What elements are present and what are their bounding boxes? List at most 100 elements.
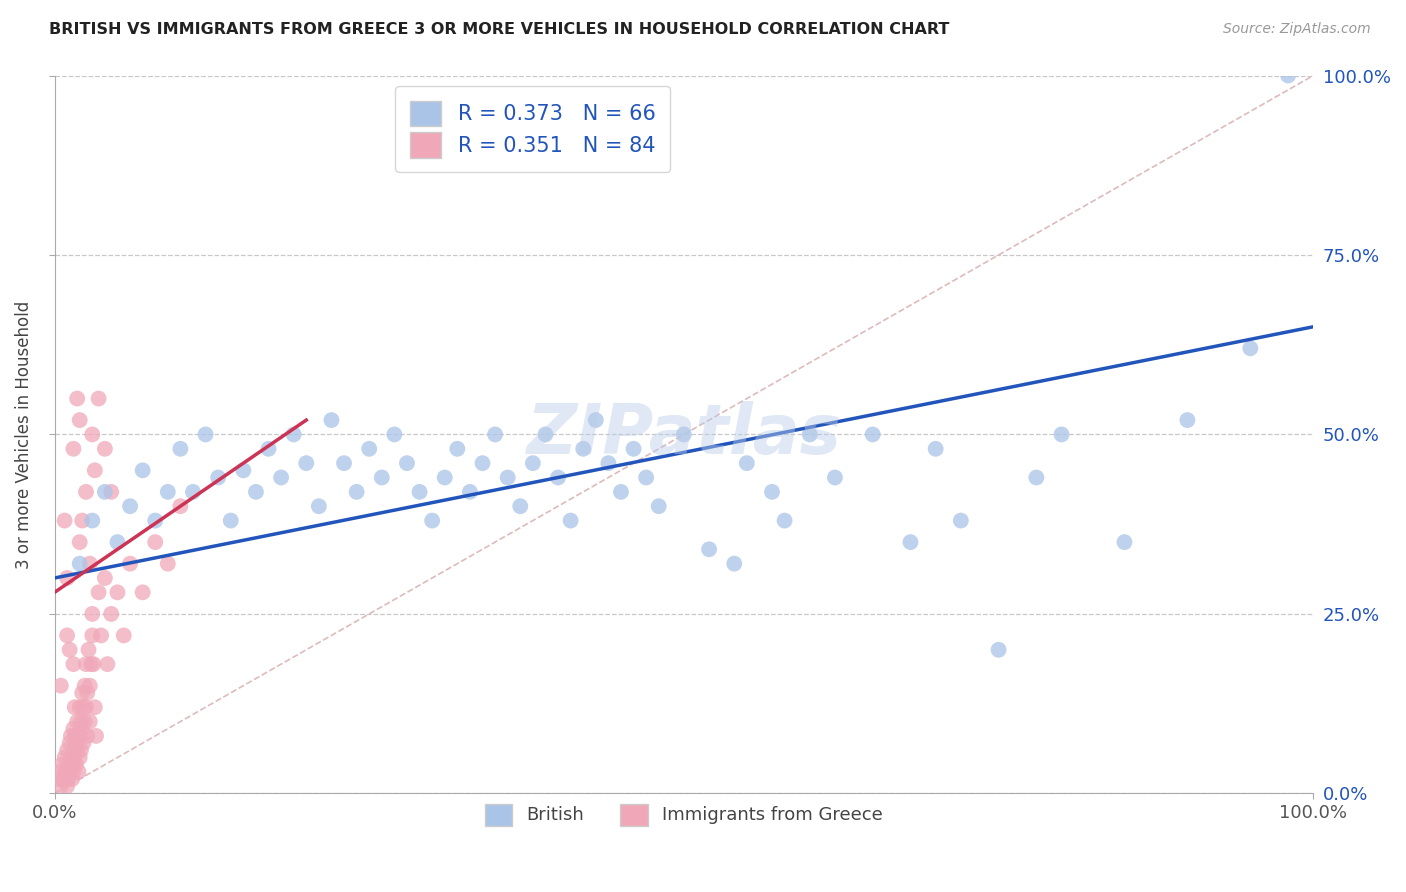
Point	[96, 657, 118, 672]
Y-axis label: 3 or more Vehicles in Household: 3 or more Vehicles in Household	[15, 301, 32, 568]
Text: BRITISH VS IMMIGRANTS FROM GREECE 3 OR MORE VEHICLES IN HOUSEHOLD CORRELATION CH: BRITISH VS IMMIGRANTS FROM GREECE 3 OR M…	[49, 22, 949, 37]
Point	[84, 729, 107, 743]
Point	[484, 427, 506, 442]
Point	[72, 736, 94, 750]
Point	[94, 442, 117, 456]
Point	[509, 500, 531, 514]
Point	[62, 657, 84, 672]
Point	[70, 686, 93, 700]
Point	[207, 470, 229, 484]
Point	[65, 736, 87, 750]
Point	[107, 585, 129, 599]
Point	[51, 757, 73, 772]
Point	[1050, 427, 1073, 442]
Point	[181, 484, 204, 499]
Point	[156, 557, 179, 571]
Point	[49, 679, 72, 693]
Point	[79, 714, 101, 729]
Point	[62, 764, 84, 779]
Point	[90, 628, 112, 642]
Point	[83, 657, 105, 672]
Point	[69, 700, 91, 714]
Point	[371, 470, 394, 484]
Point	[395, 456, 418, 470]
Point	[66, 743, 89, 757]
Point	[56, 628, 79, 642]
Point	[75, 484, 97, 499]
Point	[257, 442, 280, 456]
Point	[66, 392, 89, 406]
Point	[79, 679, 101, 693]
Point	[359, 442, 381, 456]
Point	[1114, 535, 1136, 549]
Point	[56, 743, 79, 757]
Point	[723, 557, 745, 571]
Point	[70, 714, 93, 729]
Point	[100, 484, 122, 499]
Point	[697, 542, 720, 557]
Point	[52, 772, 75, 786]
Point	[270, 470, 292, 484]
Point	[433, 470, 456, 484]
Point	[59, 729, 82, 743]
Point	[458, 484, 481, 499]
Point	[82, 607, 104, 621]
Text: Source: ZipAtlas.com: Source: ZipAtlas.com	[1223, 22, 1371, 37]
Point	[1277, 69, 1299, 83]
Point	[799, 427, 821, 442]
Point	[672, 427, 695, 442]
Point	[63, 729, 86, 743]
Point	[69, 729, 91, 743]
Point	[560, 514, 582, 528]
Point	[598, 456, 620, 470]
Point	[283, 427, 305, 442]
Point	[60, 757, 83, 772]
Point	[76, 729, 98, 743]
Point	[69, 750, 91, 764]
Point	[471, 456, 494, 470]
Point	[69, 535, 91, 549]
Point	[70, 722, 93, 736]
Point	[62, 722, 84, 736]
Point	[62, 743, 84, 757]
Point	[900, 535, 922, 549]
Point	[82, 514, 104, 528]
Point	[773, 514, 796, 528]
Point	[66, 714, 89, 729]
Point	[94, 484, 117, 499]
Point	[59, 764, 82, 779]
Point	[48, 764, 70, 779]
Point	[420, 514, 443, 528]
Point	[987, 642, 1010, 657]
Point	[1239, 341, 1261, 355]
Point	[169, 442, 191, 456]
Point	[408, 484, 430, 499]
Point	[924, 442, 946, 456]
Point	[824, 470, 846, 484]
Point	[59, 642, 82, 657]
Point	[80, 657, 103, 672]
Point	[384, 427, 406, 442]
Text: ZIPatlas: ZIPatlas	[526, 401, 841, 468]
Point	[69, 729, 91, 743]
Point	[46, 772, 69, 786]
Point	[82, 427, 104, 442]
Point	[232, 463, 254, 477]
Point	[131, 585, 153, 599]
Point	[55, 764, 77, 779]
Point	[72, 700, 94, 714]
Point	[76, 686, 98, 700]
Point	[67, 729, 90, 743]
Point	[70, 743, 93, 757]
Point	[949, 514, 972, 528]
Point	[87, 585, 110, 599]
Point	[496, 470, 519, 484]
Point	[169, 500, 191, 514]
Point	[118, 500, 141, 514]
Point	[62, 442, 84, 456]
Point	[585, 413, 607, 427]
Point	[65, 757, 87, 772]
Point	[112, 628, 135, 642]
Point	[69, 557, 91, 571]
Point	[73, 679, 96, 693]
